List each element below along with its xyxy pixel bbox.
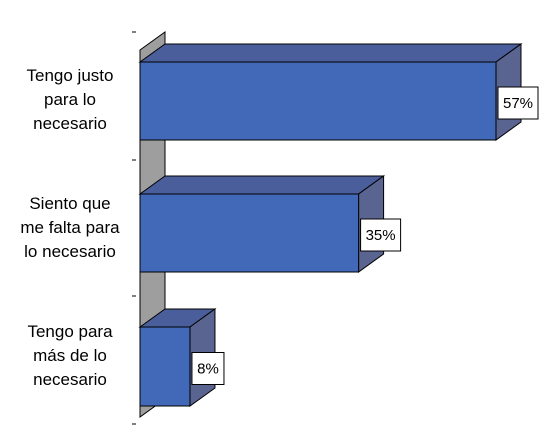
bar-2 xyxy=(138,175,386,273)
category-label-line: lo necesario xyxy=(24,242,116,261)
category-label-line: Tengo para xyxy=(27,322,113,341)
data-label-text: 8% xyxy=(197,361,219,378)
data-label-box xyxy=(191,352,225,385)
data-label-box xyxy=(360,218,402,252)
data-label-1: 57% xyxy=(497,86,539,120)
category-label-line: Siento que xyxy=(29,194,110,213)
bar-top-face xyxy=(138,175,386,195)
data-label-2: 35% xyxy=(360,218,402,252)
bar-1 xyxy=(138,43,523,141)
data-label-3: 8% xyxy=(191,352,225,385)
category-label-line: más de lo xyxy=(33,346,107,365)
category-label-line: necesario xyxy=(33,114,107,133)
bar-series: 57% 35% 8% xyxy=(138,43,539,407)
category-label-line: Tengo justo xyxy=(27,66,114,85)
category-label-1: Tengo justo para lo necesario xyxy=(27,66,114,133)
category-label-2: Siento que me falta para lo necesario xyxy=(20,194,120,261)
bar-front-face xyxy=(139,193,360,273)
category-label-line: necesario xyxy=(33,370,107,389)
data-label-box xyxy=(497,86,539,120)
data-label-text: 57% xyxy=(503,95,533,112)
category-label-line: para lo xyxy=(44,90,96,109)
category-label-line: me falta para xyxy=(20,218,120,237)
category-labels: Tengo justo para lo necesario Siento que me … xyxy=(20,66,120,389)
axis-ticks xyxy=(132,31,136,425)
bar-front-face xyxy=(139,326,191,407)
bar-front-face xyxy=(139,61,497,141)
bar-top-face xyxy=(138,43,523,63)
data-label-text: 35% xyxy=(366,227,396,244)
category-label-3: Tengo para más de lo necesario xyxy=(27,322,113,389)
